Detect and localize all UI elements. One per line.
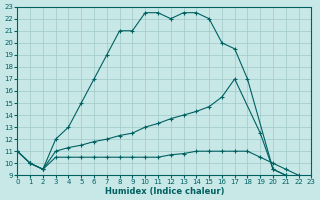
X-axis label: Humidex (Indice chaleur): Humidex (Indice chaleur) bbox=[105, 187, 224, 196]
